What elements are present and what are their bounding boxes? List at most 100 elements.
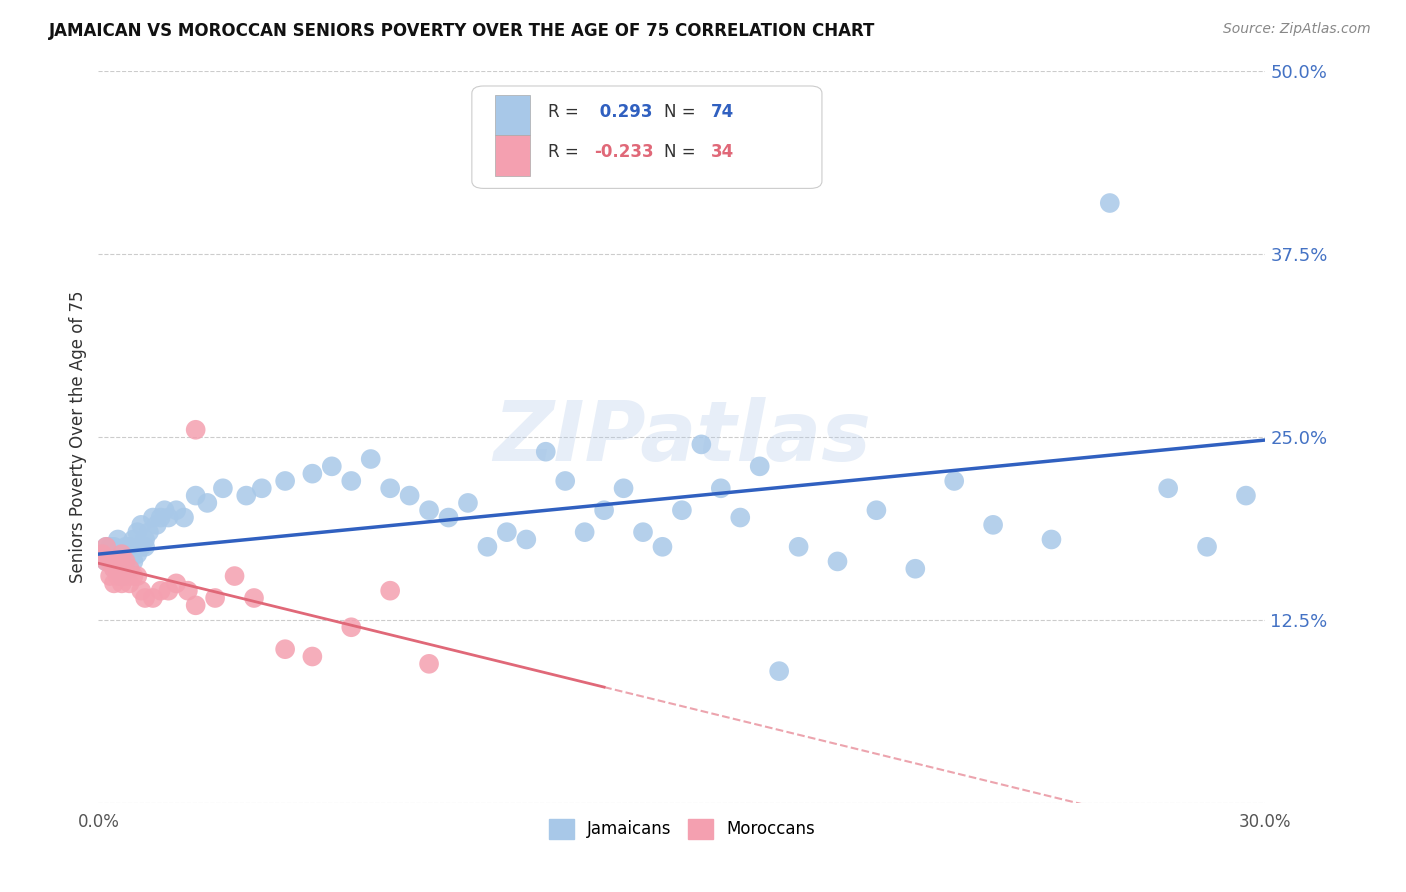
Y-axis label: Seniors Poverty Over the Age of 75: Seniors Poverty Over the Age of 75 [69,291,87,583]
Point [118,576,141,591]
Point [301,467,323,481]
Point [107,533,129,547]
Point [250,481,273,495]
Bar [495,95,530,136]
Point [1195,540,1218,554]
Point [173,510,195,524]
Point [118,540,141,554]
Point [418,657,440,671]
Point [138,525,160,540]
Point [157,510,180,524]
Point [134,591,156,605]
Point [98,547,121,561]
Point [103,562,125,576]
Point [153,503,176,517]
Point [111,569,134,583]
Legend: Jamaicans, Moroccans: Jamaicans, Moroccans [541,812,823,846]
Point [114,554,136,568]
Point [1098,196,1121,211]
Point [613,481,636,495]
Point [534,444,557,458]
Point [827,554,849,568]
Point [204,591,226,605]
Point [457,496,479,510]
Point [114,554,136,568]
Point [865,503,887,517]
Point [111,576,134,591]
Text: Source: ZipAtlas.com: Source: ZipAtlas.com [1223,22,1371,37]
Point [340,620,363,634]
Point [418,503,440,517]
Point [103,540,125,554]
Text: 74: 74 [711,103,734,120]
Point [1157,481,1180,495]
Point [631,525,654,540]
Point [129,540,152,554]
Point [122,533,145,547]
Point [107,569,129,583]
Point [360,452,382,467]
Point [114,540,136,554]
Point [301,649,323,664]
Point [122,554,145,568]
Point [91,547,114,561]
Point [114,569,136,583]
Point [103,576,125,591]
Text: N =: N = [665,103,702,120]
Point [111,562,134,576]
Point [195,496,218,510]
Point [380,481,402,495]
Text: ZIPatlas: ZIPatlas [494,397,870,477]
Point [224,569,246,583]
Point [515,533,537,547]
Point [149,510,172,524]
Point [157,583,180,598]
Point [177,583,200,598]
Point [671,503,693,517]
Text: 0.293: 0.293 [595,103,652,120]
Point [165,503,187,517]
Point [142,510,165,524]
Point [134,540,156,554]
Text: 34: 34 [711,143,734,161]
Point [98,540,121,554]
Point [184,599,207,613]
Point [127,569,149,583]
Point [340,474,363,488]
Point [142,591,165,605]
Text: N =: N = [665,143,702,161]
Point [129,517,152,532]
Point [730,510,752,524]
Point [96,540,118,554]
Point [981,517,1004,532]
Point [787,540,810,554]
Point [127,525,149,540]
Point [103,562,125,576]
Point [96,554,118,568]
Point [111,547,134,561]
Point [1040,533,1063,547]
Point [122,569,145,583]
Point [184,489,207,503]
Point [118,562,141,576]
Point [274,474,297,488]
Point [235,489,257,503]
Point [134,533,156,547]
Bar [495,136,530,176]
Text: R =: R = [548,143,583,161]
Point [496,525,519,540]
Point [690,437,713,451]
Point [96,554,118,568]
Point [651,540,673,554]
Text: -0.233: -0.233 [595,143,654,161]
Point [710,481,733,495]
Point [111,547,134,561]
Text: R =: R = [548,103,583,120]
Point [129,583,152,598]
Point [904,562,927,576]
Point [98,554,121,568]
Point [146,517,169,532]
Point [91,547,114,561]
Text: JAMAICAN VS MOROCCAN SENIORS POVERTY OVER THE AGE OF 75 CORRELATION CHART: JAMAICAN VS MOROCCAN SENIORS POVERTY OVE… [49,22,876,40]
Point [118,562,141,576]
